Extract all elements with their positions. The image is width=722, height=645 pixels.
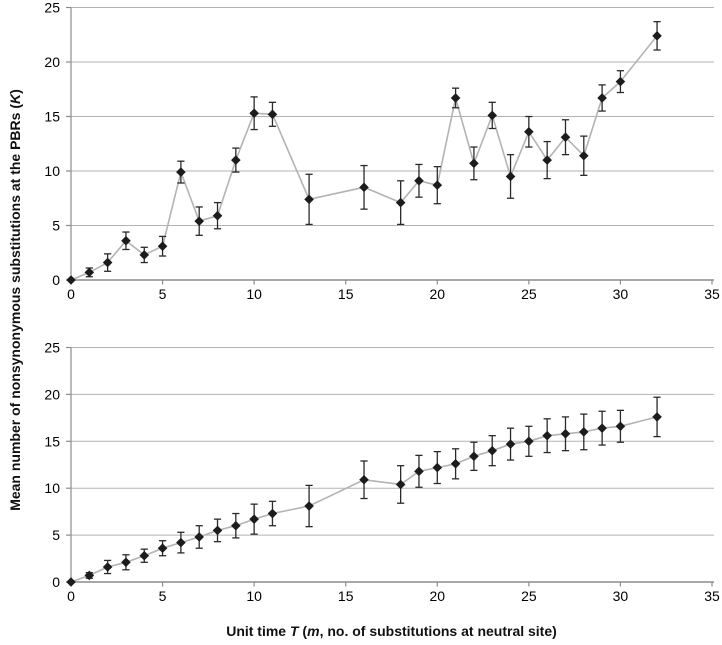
bottom-x-tick-label-30: 30 — [613, 588, 629, 604]
bottom-data-point-marker-x24 — [505, 439, 516, 449]
bottom-x-tick-label-20: 20 — [429, 588, 445, 604]
top-data-point-marker-x21 — [450, 93, 461, 103]
y-axis-title-close: ) — [7, 89, 23, 94]
top-x-tick-label-35: 35 — [704, 286, 720, 302]
top-y-tick-label-25: 25 — [44, 0, 60, 16]
y-axis-title-text: Mean number of nonsynonymous substitutio… — [7, 103, 23, 511]
bottom-data-point-marker-x26 — [542, 430, 552, 441]
top-data-point-marker-x29 — [597, 93, 607, 103]
top-data-point-marker-x27 — [560, 132, 571, 143]
x-axis-title-text: Unit time — [226, 623, 290, 639]
y-axis-title: Mean number of nonsynonymous substitutio… — [7, 89, 23, 511]
top-x-tick-label-0: 0 — [67, 286, 75, 302]
top-data-point-marker-x7 — [194, 216, 204, 226]
top-y-tick-label-20: 20 — [44, 54, 60, 70]
bottom-data-point-marker-x16 — [359, 474, 369, 485]
bottom-x-tick-label-25: 25 — [521, 588, 537, 604]
top-data-point-marker-x4 — [139, 250, 150, 260]
bottom-data-point-marker-x30 — [615, 421, 626, 432]
top-x-tick-label-10: 10 — [246, 286, 262, 302]
top-data-point-marker-x9 — [231, 155, 241, 165]
top-series-line — [70, 35, 658, 281]
bottom-data-point-marker-x5 — [157, 543, 168, 554]
top-data-point-marker-x10 — [249, 108, 259, 119]
bottom-x-tick-label-0: 0 — [67, 588, 75, 604]
top-y-tick-label-5: 5 — [52, 218, 60, 234]
top-data-point-marker-x2 — [102, 257, 113, 268]
bottom-data-point-marker-x27 — [560, 428, 571, 439]
top-data-point-marker-x20 — [432, 180, 443, 190]
bottom-y-tick-label-20: 20 — [44, 386, 60, 402]
top-data-point-marker-x13 — [304, 194, 314, 205]
bottom-data-point-marker-x4 — [139, 550, 150, 561]
bottom-data-point-marker-x22 — [469, 451, 479, 462]
bottom-data-point-marker-x6 — [176, 537, 186, 548]
bottom-y-tick-label-10: 10 — [44, 480, 60, 496]
top-x-tick-label-5: 5 — [159, 286, 167, 302]
top-data-point-marker-x6 — [176, 167, 186, 177]
bottom-series-line — [70, 416, 658, 583]
top-data-point-marker-x22 — [469, 158, 479, 169]
x-axis-title-rest: , no. of substitutions at neutral site) — [319, 623, 557, 639]
bottom-data-point-marker-x25 — [524, 436, 534, 447]
top-x-tick-label-20: 20 — [429, 286, 445, 302]
bottom-data-point-marker-x29 — [597, 423, 607, 433]
top-data-point-marker-x28 — [579, 150, 589, 161]
bottom-data-point-marker-x18 — [395, 479, 406, 490]
top-data-point-marker-x18 — [395, 197, 406, 208]
bottom-x-tick-label-10: 10 — [246, 588, 262, 604]
top-data-point-marker-x3 — [121, 235, 131, 246]
top-data-point-marker-x30 — [615, 76, 626, 87]
bottom-y-tick-label-0: 0 — [52, 574, 60, 590]
x-axis-title-italic-t: T — [289, 623, 299, 639]
bottom-data-point-marker-x32 — [652, 412, 662, 422]
bottom-data-point-marker-x8 — [212, 525, 223, 536]
top-data-point-marker-x5 — [157, 241, 168, 252]
top-data-point-marker-x24 — [505, 171, 516, 182]
bottom-data-point-marker-x11 — [267, 508, 278, 519]
bottom-x-tick-label-35: 35 — [704, 588, 720, 604]
top-data-point-marker-x1 — [84, 267, 95, 278]
x-axis-title: Unit time T (m, no. of substitutions at … — [71, 623, 712, 639]
top-y-tick-label-0: 0 — [52, 272, 60, 288]
bottom-x-tick-label-15: 15 — [338, 588, 354, 604]
top-x-tick-label-25: 25 — [521, 286, 537, 302]
top-y-tick-label-15: 15 — [44, 109, 60, 125]
top-data-point-marker-x0 — [66, 275, 76, 285]
bottom-x-tick-label-5: 5 — [159, 588, 167, 604]
bottom-data-point-marker-x1 — [84, 570, 95, 581]
bottom-data-point-marker-x21 — [450, 459, 461, 469]
top-data-point-marker-x16 — [359, 182, 369, 193]
bottom-data-point-marker-x7 — [194, 532, 204, 542]
top-data-point-marker-x8 — [212, 210, 223, 221]
bottom-data-point-marker-x13 — [304, 501, 314, 511]
x-axis-title-italic-m: m — [307, 623, 320, 639]
bottom-data-point-marker-x3 — [121, 557, 131, 568]
top-y-tick-label-10: 10 — [44, 163, 60, 179]
top-data-point-marker-x25 — [524, 126, 534, 137]
top-data-point-marker-x23 — [487, 110, 498, 121]
top-data-point-marker-x26 — [542, 155, 552, 165]
bottom-data-point-marker-x9 — [231, 520, 241, 531]
top-data-point-marker-x11 — [267, 109, 278, 120]
top-data-point-marker-x19 — [414, 176, 424, 186]
top-x-tick-label-15: 15 — [338, 286, 354, 302]
bottom-data-point-marker-x2 — [102, 562, 113, 572]
top-x-tick-label-30: 30 — [613, 286, 629, 302]
bottom-data-point-marker-x20 — [432, 462, 443, 473]
bottom-y-tick-label-5: 5 — [52, 527, 60, 543]
bottom-data-point-marker-x0 — [66, 577, 76, 587]
top-data-point-marker-x32 — [652, 31, 662, 41]
bottom-y-tick-label-25: 25 — [44, 340, 60, 356]
bottom-y-tick-label-15: 15 — [44, 433, 60, 449]
bottom-data-point-marker-x19 — [414, 466, 424, 477]
bottom-data-point-marker-x23 — [487, 445, 498, 456]
bottom-data-point-marker-x10 — [249, 514, 259, 524]
y-axis-title-italic-k: K — [7, 93, 23, 104]
bottom-data-point-marker-x28 — [579, 427, 589, 437]
x-axis-title-paren: ( — [298, 623, 308, 639]
